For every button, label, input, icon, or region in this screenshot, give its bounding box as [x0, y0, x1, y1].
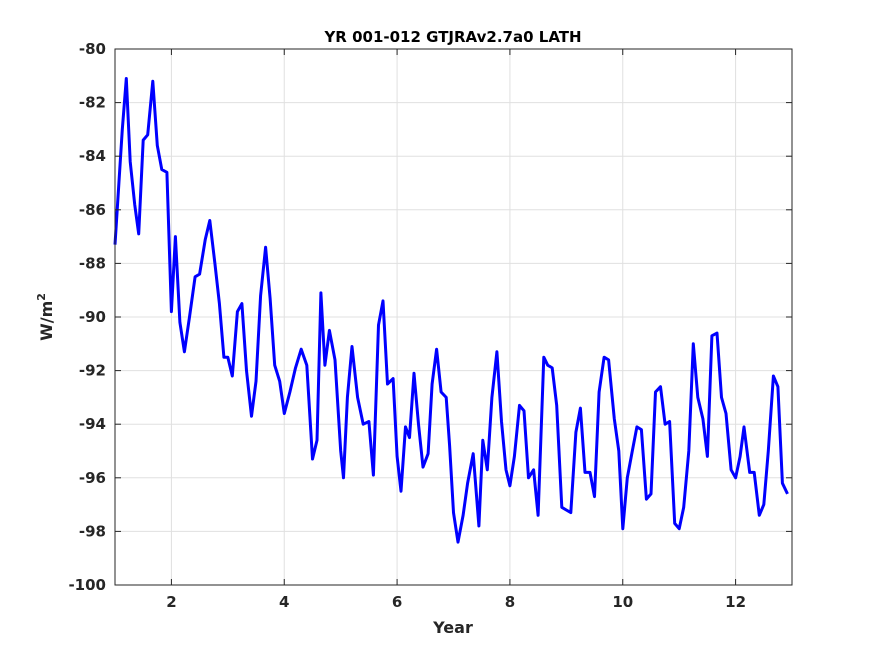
series-layer — [113, 77, 789, 544]
x-tick-label: 6 — [392, 593, 402, 611]
y-tick-label: -100 — [68, 576, 106, 594]
y-axis-label: W/m2 — [35, 293, 56, 341]
y-tick-label: -92 — [79, 362, 106, 380]
chart-title: YR 001-012 GTJRAv2.7a0 LATH — [323, 28, 581, 46]
y-tick-label: -80 — [79, 40, 106, 58]
tick-marks — [115, 48, 792, 586]
y-tick-label: -82 — [79, 94, 106, 112]
y-tick-label: -96 — [79, 469, 106, 487]
y-axis-label-exponent: 2 — [35, 293, 48, 301]
y-tick-label: -98 — [79, 522, 106, 540]
x-tick-label: 10 — [612, 593, 633, 611]
y-tick-label: -84 — [79, 147, 106, 165]
x-axis-label: Year — [432, 618, 473, 637]
y-tick-label: -86 — [79, 201, 106, 219]
y-tick-label: -94 — [79, 415, 106, 433]
x-tick-label: 2 — [166, 593, 176, 611]
x-tick-labels: 2 4 6 8 10 12 — [166, 593, 746, 611]
x-tick-label: 12 — [725, 593, 746, 611]
x-tick-label: 4 — [279, 593, 289, 611]
y-tick-labels: -100 -98 -96 -94 -92 -90 -88 -86 -84 -82 -80 — [68, 40, 106, 594]
y-tick-label: -88 — [79, 254, 106, 272]
x-tick-label: 8 — [505, 593, 515, 611]
y-axis-label-base: W/m — [37, 301, 56, 341]
y-tick-label: -90 — [79, 308, 106, 326]
series-line — [113, 77, 789, 544]
